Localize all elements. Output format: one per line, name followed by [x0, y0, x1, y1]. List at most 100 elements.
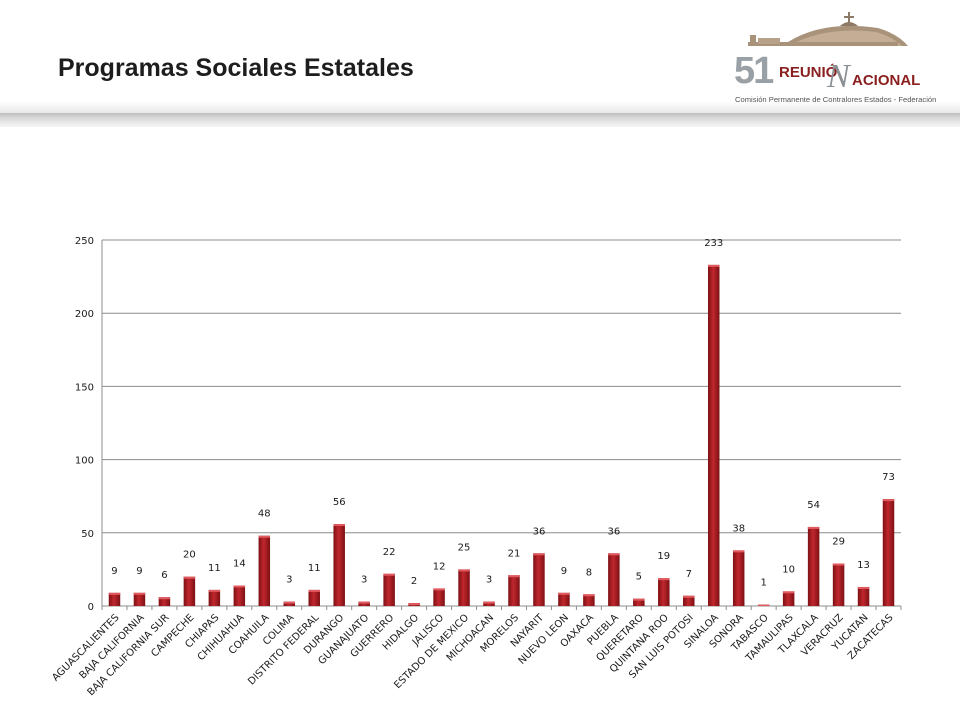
- bar-highlight: [533, 553, 545, 556]
- data-label: 14: [233, 559, 246, 570]
- bar-highlight: [433, 588, 445, 591]
- logo-number: 51: [734, 50, 774, 92]
- bar: [158, 597, 171, 606]
- data-label: 10: [782, 564, 795, 575]
- bar: [857, 586, 870, 606]
- bar: [283, 601, 296, 606]
- bar-highlight: [283, 601, 296, 604]
- bar-highlight: [683, 595, 695, 598]
- bar: [183, 576, 196, 606]
- bar-highlight: [658, 578, 670, 581]
- church-dome-icon: [748, 12, 908, 46]
- bar: [782, 591, 795, 606]
- bar-highlight: [633, 598, 645, 601]
- bar-highlight: [857, 586, 870, 589]
- logo-letter-n: N: [827, 58, 850, 95]
- bar-highlight: [333, 524, 345, 527]
- bar: [533, 553, 545, 606]
- y-tick-label: 50: [81, 529, 94, 540]
- data-label: 5: [636, 572, 642, 583]
- data-label: 22: [383, 547, 396, 558]
- page-title: Programas Sociales Estatales: [58, 54, 414, 82]
- bar: [807, 526, 820, 606]
- bar-highlight: [208, 589, 221, 592]
- bar-highlight: [757, 604, 770, 606]
- data-label: 54: [807, 500, 820, 511]
- bar: [558, 592, 570, 606]
- bar-highlight: [308, 589, 320, 592]
- bar: [208, 589, 221, 606]
- data-label: 2: [411, 576, 417, 587]
- data-label: 56: [333, 497, 346, 508]
- bar-highlight: [108, 592, 121, 595]
- data-label: 38: [732, 523, 745, 534]
- data-label: 73: [882, 472, 895, 483]
- bar: [633, 598, 645, 606]
- data-label: 21: [508, 548, 521, 559]
- bar-highlight: [183, 576, 196, 579]
- bar: [608, 553, 620, 606]
- conference-logo: 51 REUNIÓ N ACIONAL Comisión Permanente …: [728, 8, 938, 108]
- bar: [333, 524, 345, 606]
- bar: [658, 578, 670, 606]
- bar: [433, 588, 445, 606]
- header-shadow: [0, 113, 960, 127]
- bar: [732, 550, 745, 606]
- y-tick-label: 150: [75, 382, 94, 393]
- data-label: 9: [111, 566, 117, 577]
- data-label: 19: [657, 551, 670, 562]
- bar-highlight: [508, 575, 520, 578]
- y-tick-label: 0: [88, 602, 94, 613]
- data-label: 11: [208, 563, 221, 574]
- data-label: 3: [361, 575, 367, 586]
- data-label: 36: [533, 526, 546, 537]
- data-label: 8: [586, 567, 592, 578]
- bar: [882, 499, 895, 606]
- data-label: 3: [286, 575, 292, 586]
- logo-word-reunion: REUNIÓ: [779, 64, 838, 81]
- y-tick-label: 100: [75, 456, 94, 467]
- bar-highlight: [782, 591, 795, 594]
- data-label: 11: [308, 563, 321, 574]
- bar-highlight: [158, 597, 171, 600]
- header-band: [0, 0, 960, 115]
- bar: [108, 592, 121, 606]
- data-label: 20: [183, 550, 196, 561]
- data-label: 9: [136, 566, 142, 577]
- bar-highlight: [583, 594, 595, 597]
- bar-highlight: [882, 499, 895, 502]
- data-label: 7: [686, 569, 692, 580]
- bar-highlight: [133, 592, 146, 595]
- bar: [233, 585, 246, 606]
- data-label: 36: [607, 526, 620, 537]
- data-label: 9: [561, 566, 567, 577]
- logo-subtitle: Comisión Permanente de Contralores Estad…: [735, 95, 937, 104]
- data-label: 29: [832, 537, 845, 548]
- bar: [458, 569, 470, 606]
- bar: [308, 589, 320, 606]
- data-label: 6: [161, 570, 167, 581]
- data-label: 12: [433, 561, 446, 572]
- bar: [133, 592, 146, 606]
- bar-highlight: [732, 550, 745, 553]
- bar: [683, 595, 695, 606]
- bar: [258, 535, 271, 606]
- bar-highlight: [408, 603, 420, 606]
- y-tick-label: 250: [75, 236, 94, 247]
- bar-highlight: [458, 569, 470, 572]
- bar-highlight: [258, 535, 271, 538]
- data-label: 48: [258, 509, 271, 520]
- bar: [358, 601, 370, 606]
- bar-highlight: [608, 553, 620, 556]
- data-label: 233: [704, 238, 723, 249]
- bar-highlight: [233, 585, 246, 588]
- data-label: 25: [458, 542, 471, 553]
- bar: [832, 563, 845, 606]
- bar-highlight: [483, 601, 495, 604]
- bar-highlight: [832, 563, 845, 566]
- bar-highlight: [358, 601, 370, 604]
- bar: [483, 601, 495, 606]
- data-label: 3: [486, 575, 492, 586]
- logo-word-nacional: ACIONAL: [852, 72, 921, 89]
